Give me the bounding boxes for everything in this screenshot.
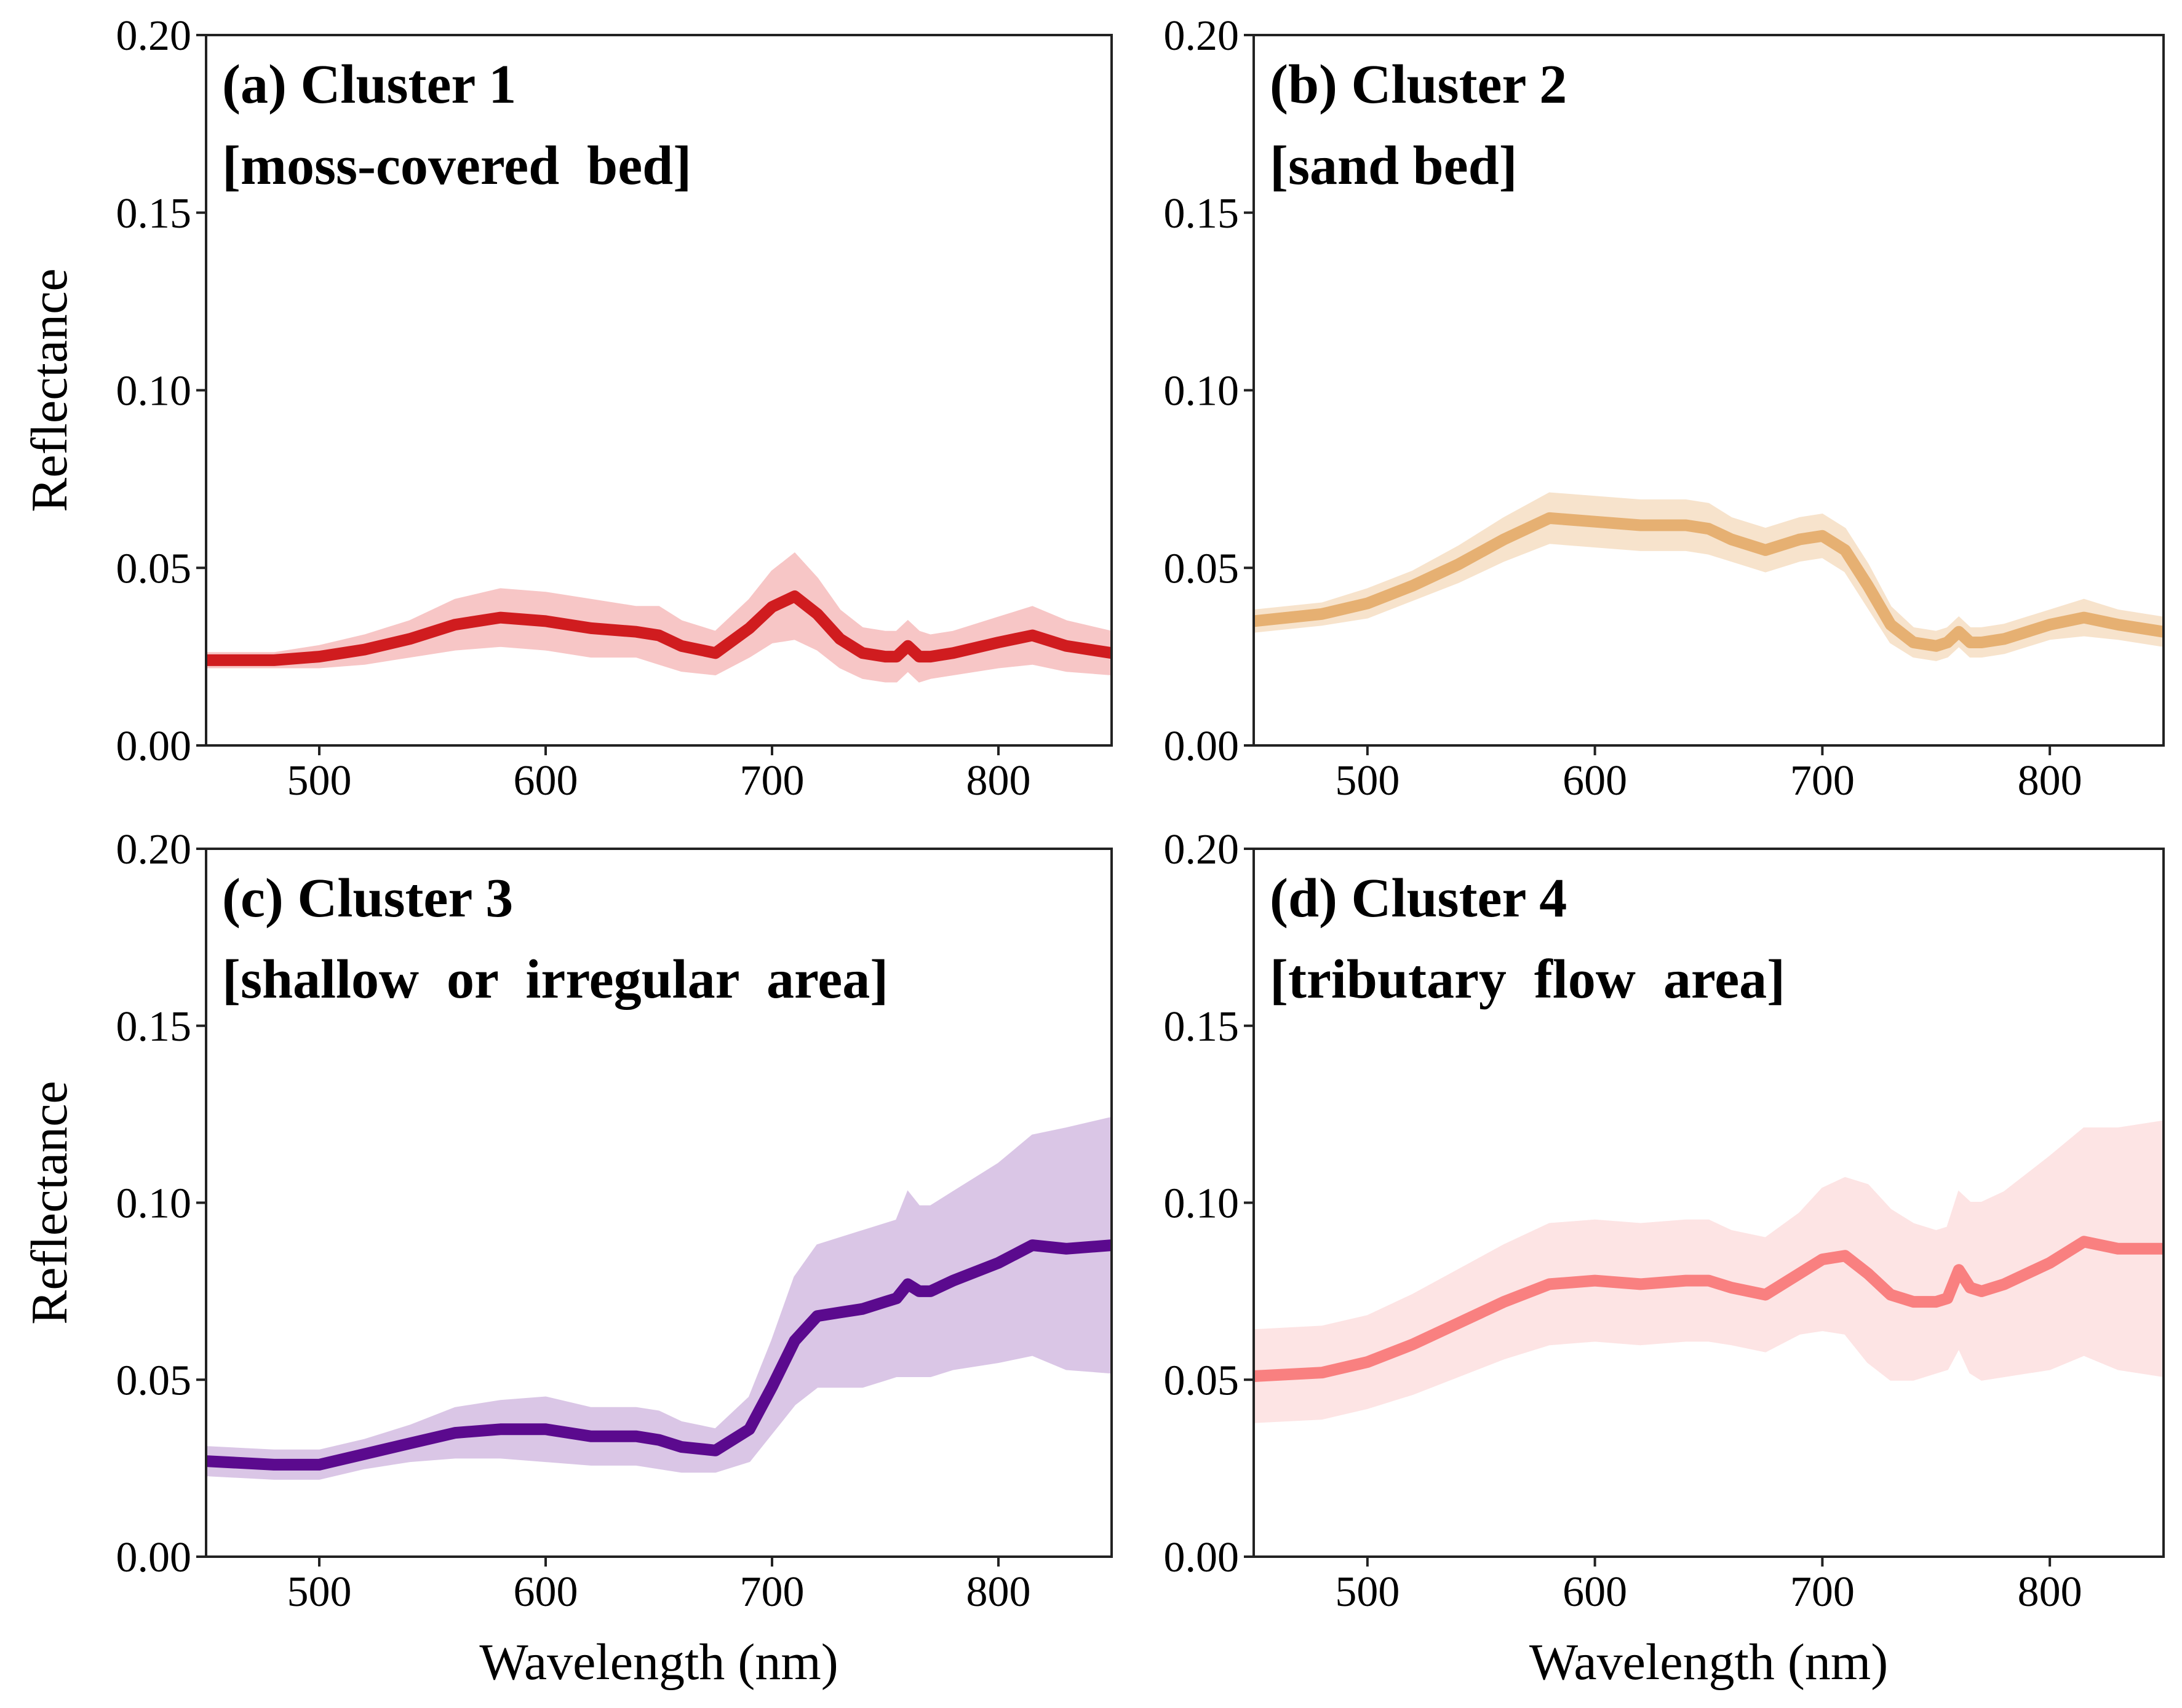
x-tick-label: 600 [514,757,578,804]
x-tick-label: 500 [1335,1568,1400,1616]
y-tick-label: 0.20 [116,826,192,873]
y-tick-label: 0.20 [1164,12,1240,60]
y-tick-label: 0.05 [116,545,192,592]
y-tick-label: 0.00 [116,1534,192,1581]
y-tick-label: 0.20 [116,12,192,60]
panel-subtitle: [tributary flow area] [1270,949,1785,1010]
mean-line [1254,512,2164,652]
std-band [206,1116,1112,1480]
plot-area [206,552,1112,683]
y-tick-label: 0.00 [116,723,192,770]
plot-area [206,1116,1112,1480]
panel-a: 0.00 0.05 0.10 0.15 0.20 500 600 700 800 (a) Clus… [21,12,1113,804]
plot-area [1254,492,2164,661]
std-band [1254,492,2164,661]
x-tick-label: 800 [2018,757,2082,804]
x-tick-label: 500 [1335,757,1400,804]
x-tick-label: 600 [514,1568,578,1616]
std-band [206,552,1112,683]
x-tick-label: 600 [1563,1568,1627,1616]
panel-subtitle: [sand bed] [1270,135,1518,196]
x-tick-label: 800 [966,1568,1031,1616]
y-tick-label: 0.15 [116,190,192,237]
panel-subtitle: [moss-covered bed] [222,135,691,196]
y-tick-label: 0.10 [116,368,192,415]
panel-d: 0.00 0.05 0.10 0.15 0.20 500 600 700 800 (d) Clus… [1164,826,2165,1691]
y-tick-label: 0.15 [116,1003,192,1051]
x-tick-label: 600 [1563,757,1627,804]
mean-line [206,590,1112,666]
x-tick-label: 700 [740,757,805,804]
panel-title: (d) Cluster 4 [1270,868,1567,929]
y-tick-label: 0.00 [1164,1534,1240,1581]
y-axis-label: Reflectance [21,268,78,512]
panel-subtitle: [shallow or irregular area] [222,949,888,1010]
y-tick-label: 0.05 [116,1357,192,1404]
mean-line [1254,1236,2164,1382]
x-tick-label: 700 [740,1568,805,1616]
panel-title: (b) Cluster 2 [1270,54,1567,115]
y-tick-label: 0.15 [1164,190,1240,237]
panel-title: (a) Cluster 1 [222,54,516,115]
x-tick-label: 700 [1790,757,1855,804]
y-tick-label: 0.10 [1164,1180,1240,1228]
x-tick-label: 800 [966,757,1031,804]
y-tick-label: 0.10 [116,1180,192,1228]
x-tick-label: 700 [1790,1568,1855,1616]
x-axis-label: Wavelength (nm) [479,1634,838,1691]
x-tick-label: 500 [287,1568,352,1616]
y-tick-label: 0.20 [1164,826,1240,873]
x-tick-label: 800 [2018,1568,2082,1616]
y-tick-label: 0.10 [1164,368,1240,415]
panel-b: 0.00 0.05 0.10 0.15 0.20 500 600 700 800 (b) Clus… [1164,12,2165,804]
x-tick-label: 500 [287,757,352,804]
mean-line [206,1239,1112,1471]
y-tick-label: 0.05 [1164,1357,1240,1404]
plot-area [1254,1120,2164,1423]
std-band [1254,1120,2164,1423]
y-tick-label: 0.00 [1164,723,1240,770]
y-tick-label: 0.15 [1164,1003,1240,1051]
panel-title: (c) Cluster 3 [222,868,513,929]
y-axis-label: Reflectance [21,1081,78,1324]
panel-c: 0.00 0.05 0.10 0.15 0.20 500 600 700 800 (c) Clus… [21,826,1113,1691]
x-axis-label: Wavelength (nm) [1529,1634,1888,1691]
y-tick-label: 0.05 [1164,545,1240,592]
